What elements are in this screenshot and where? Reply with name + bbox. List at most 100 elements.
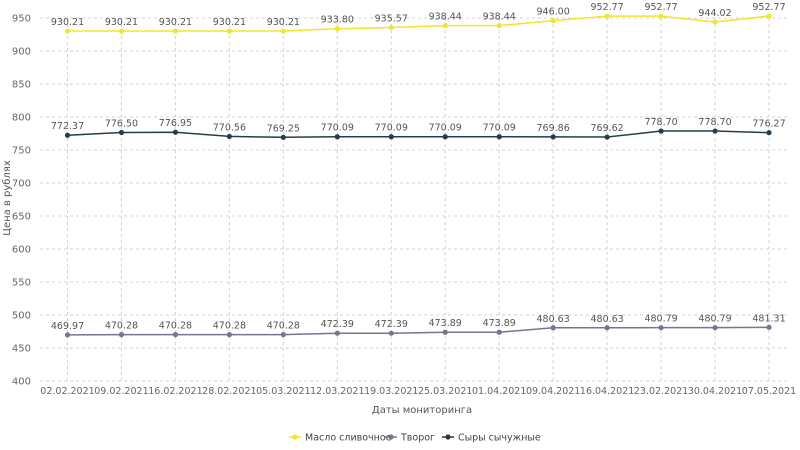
legend-marker-dot [445, 434, 451, 440]
data-point [604, 13, 610, 19]
data-label: 472.39 [321, 319, 354, 330]
x-tick-label: 09.02.2021 [94, 386, 148, 397]
data-point [658, 13, 664, 19]
legend-item[interactable]: Масло сливочное [289, 433, 392, 444]
data-label: 933.80 [321, 15, 354, 26]
data-point [766, 13, 772, 19]
data-point [118, 129, 125, 136]
data-label: 469.97 [51, 321, 84, 332]
data-label: 770.09 [483, 123, 516, 134]
data-point [388, 134, 394, 140]
data-label: 472.39 [375, 319, 408, 330]
x-tick-label: 02.02.2021 [40, 386, 94, 397]
y-tick-label: 550 [12, 278, 31, 289]
series-line [67, 326, 770, 336]
data-point [496, 23, 502, 29]
x-tick-label: 16.02.2021 [148, 386, 202, 397]
data-point [226, 28, 232, 34]
y-axis-title: Цена в рублях [2, 160, 13, 236]
data-point [64, 132, 71, 138]
y-tick-label: 950 [12, 14, 31, 25]
data-label: 470.28 [213, 321, 246, 332]
data-point [172, 129, 179, 135]
legend: Масло сливочное Творог Сыры сычужные [289, 433, 541, 444]
x-tick-label: 23.02.2021 [634, 386, 688, 397]
data-point [280, 332, 286, 338]
series-line [67, 130, 770, 139]
data-point [712, 325, 718, 331]
data-label: 952.77 [644, 2, 677, 13]
y-tick-label: 850 [12, 80, 31, 91]
data-label: 770.09 [321, 123, 354, 134]
data-label: 480.79 [698, 314, 731, 325]
x-tick-label: 25.03.2021 [418, 386, 472, 397]
data-point [172, 332, 179, 338]
data-point [118, 332, 125, 338]
legend-marker-dot [292, 434, 298, 440]
x-tick-label: 12.03.2021 [310, 386, 364, 397]
data-point [334, 330, 340, 336]
y-tick-label: 500 [12, 311, 31, 322]
data-label: 470.28 [105, 321, 138, 332]
data-label: 930.21 [267, 17, 300, 28]
x-tick-label: 28.02.2021 [202, 386, 256, 397]
data-point [64, 332, 71, 338]
data-label: 778.70 [644, 117, 677, 128]
data-label: 778.70 [698, 117, 731, 128]
x-axis-ticks: 02.02.2021 09.02.2021 16.02.2021 28.02.2021… [40, 386, 796, 397]
data-label: 481.31 [752, 313, 785, 324]
y-tick-label: 750 [12, 146, 31, 157]
x-tick-label: 19.03.2021 [364, 386, 418, 397]
data-point [604, 325, 610, 331]
x-tick-label: 05.03.2021 [256, 386, 310, 397]
data-label: 769.86 [537, 123, 570, 134]
data-point [550, 134, 556, 140]
data-label: 776.95 [159, 118, 192, 129]
data-point [766, 130, 772, 136]
data-label: 470.28 [267, 321, 300, 332]
legend-item[interactable]: Сыры сычужные [442, 433, 541, 444]
data-label: 935.57 [375, 14, 408, 25]
data-point [388, 330, 394, 336]
y-tick-label: 800 [12, 113, 31, 124]
data-point [658, 128, 664, 134]
data-point [172, 28, 179, 34]
series-group [64, 13, 772, 338]
data-label: 473.89 [483, 318, 516, 329]
y-tick-label: 650 [12, 212, 31, 223]
data-label: 769.25 [267, 123, 300, 134]
x-tick-label: 09.04.2021 [526, 386, 580, 397]
data-point [604, 134, 610, 140]
grid [40, 17, 790, 382]
data-label: 930.21 [105, 17, 138, 28]
data-label: 776.50 [105, 119, 138, 130]
data-label: 772.37 [51, 121, 84, 132]
data-label: 769.62 [590, 123, 623, 134]
y-tick-label: 900 [12, 47, 31, 58]
data-point [442, 23, 448, 29]
data-point [226, 133, 232, 140]
data-label: 776.27 [752, 119, 785, 130]
data-point [766, 324, 772, 330]
data-point [442, 329, 448, 335]
y-tick-label: 400 [12, 377, 31, 388]
legend-marker-dot [388, 434, 394, 440]
data-point [496, 134, 502, 140]
legend-label: Масло сливочное [305, 433, 392, 444]
x-tick-label: 30.04.2021 [688, 386, 742, 397]
data-label: 930.21 [51, 17, 84, 28]
data-point [226, 332, 232, 338]
x-tick-label: 16.04.2021 [580, 386, 634, 397]
data-label: 952.77 [590, 2, 623, 13]
data-point [334, 134, 340, 140]
legend-item[interactable]: Творог [385, 433, 435, 444]
data-label: 930.21 [213, 17, 246, 28]
y-tick-label: 600 [12, 245, 31, 256]
data-label: 944.02 [698, 8, 731, 19]
data-labels: 930.21 930.21 930.21 930.21 930.21 933.80 935.… [51, 2, 786, 332]
data-point [712, 128, 718, 134]
y-tick-label: 700 [12, 179, 31, 190]
data-label: 930.21 [159, 17, 192, 28]
data-point [118, 28, 125, 34]
data-point [388, 24, 394, 31]
